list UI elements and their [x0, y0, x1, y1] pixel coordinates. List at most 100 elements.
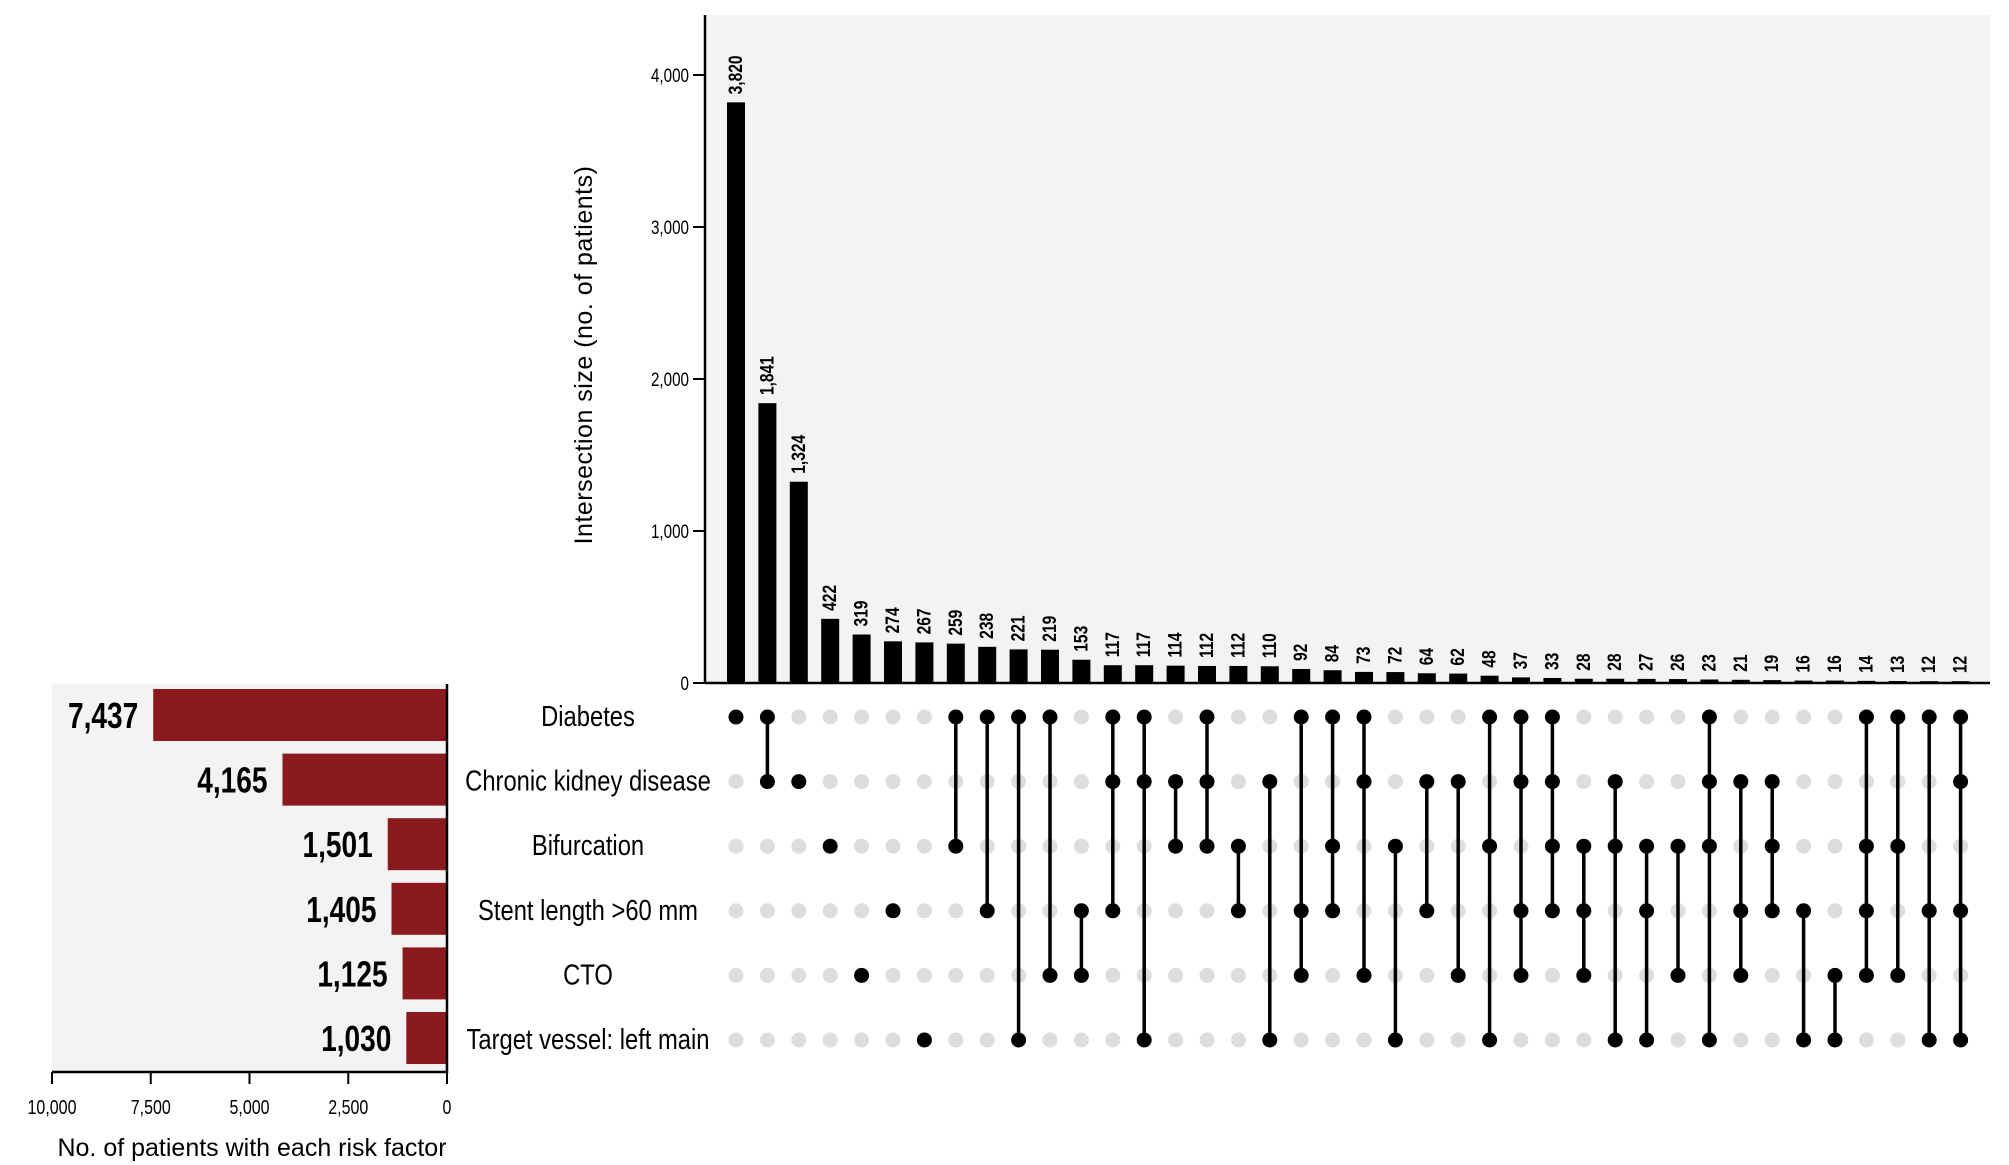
- intersection-bar: [1669, 679, 1687, 683]
- matrix-dot-inactive: [822, 774, 838, 790]
- intersection-bar: [1700, 679, 1719, 683]
- matrix-dot-inactive: [1733, 709, 1749, 725]
- matrix-dot-inactive: [1670, 1032, 1686, 1048]
- matrix-column: [1701, 709, 1717, 1048]
- matrix-dot-active: [1011, 1032, 1027, 1048]
- matrix-dot-inactive: [916, 903, 932, 919]
- matrix-column: [1890, 709, 1906, 1048]
- intersection-bar-label: 28: [1572, 653, 1594, 671]
- matrix-dot-inactive: [1670, 709, 1686, 725]
- matrix-column: [1168, 709, 1184, 1048]
- intersection-y-axis-label: Intersection size (no. of patients): [570, 166, 598, 545]
- matrix-dot-active: [1293, 903, 1309, 919]
- intersection-bar: [1417, 673, 1436, 683]
- intersection-y-axis: 0 1,000 2,000 3,000 4,000: [651, 15, 1990, 694]
- matrix-dot-inactive: [1073, 838, 1089, 854]
- matrix-column: [1513, 709, 1529, 1048]
- matrix-dot-active: [1576, 903, 1592, 919]
- matrix-dot-active: [1199, 774, 1215, 790]
- matrix-dot-inactive: [759, 903, 775, 919]
- matrix-dot-active: [1325, 903, 1341, 919]
- matrix-dot-inactive: [854, 1032, 870, 1048]
- matrix-dot-active: [1136, 709, 1152, 725]
- matrix-dot-active: [1890, 838, 1906, 854]
- matrix-column: [1796, 709, 1812, 1048]
- matrix-dot-active: [1419, 903, 1435, 919]
- matrix-dot-active: [1796, 903, 1812, 919]
- matrix-column: [1921, 709, 1937, 1048]
- intersection-bar: [727, 102, 745, 684]
- intersection-bar-label: 114: [1164, 632, 1186, 657]
- intersection-bar: [1041, 649, 1059, 683]
- matrix-dot-inactive: [728, 838, 744, 854]
- intersection-bar: [1260, 666, 1279, 683]
- matrix-dot-active: [1544, 903, 1560, 919]
- matrix-dot-active: [1890, 709, 1906, 725]
- matrix-dot-inactive: [916, 709, 932, 725]
- matrix-dot-inactive: [1827, 838, 1843, 854]
- matrix-dot-active: [1230, 838, 1246, 854]
- intersection-bar: [1355, 671, 1373, 683]
- matrix-dot-inactive: [1168, 903, 1184, 919]
- intersection-bar: [1103, 665, 1122, 683]
- intersection-bar: [978, 646, 997, 683]
- matrix-dot-inactive: [1073, 1032, 1089, 1048]
- matrix-column: [854, 709, 870, 1048]
- intersection-bar-label: 72: [1384, 647, 1406, 664]
- intersection-bar-label: 1,841: [756, 356, 778, 395]
- intersection-bar-label: 26: [1667, 653, 1689, 671]
- matrix-dot-active: [1168, 774, 1184, 790]
- intersection-bar: [1009, 649, 1028, 683]
- intersection-bar-label: 37: [1510, 652, 1532, 669]
- matrix-column: [1011, 709, 1027, 1048]
- matrix-dot-active: [1482, 1032, 1498, 1048]
- intersection-bar: [1543, 677, 1562, 683]
- x-tick-label: 7,500: [131, 1096, 171, 1118]
- matrix-dot-inactive: [791, 838, 807, 854]
- matrix-dot-inactive: [948, 967, 964, 983]
- matrix-dot-inactive: [1639, 774, 1655, 790]
- matrix-dot-active: [1953, 903, 1969, 919]
- intersection-bar-label: 422: [819, 585, 841, 611]
- matrix-dot-inactive: [854, 774, 870, 790]
- matrix-dot-active: [1953, 774, 1969, 790]
- matrix-dot-active: [1576, 838, 1592, 854]
- set-size-label: 1,405: [306, 889, 376, 929]
- intersection-bars: [727, 102, 1970, 684]
- matrix-column: [759, 709, 775, 1048]
- matrix-column: [1042, 709, 1058, 1048]
- matrix-dot-inactive: [1858, 1032, 1874, 1048]
- matrix-dot-active: [1262, 1032, 1278, 1048]
- matrix-dot-active: [979, 903, 995, 919]
- matrix-dot-active: [1670, 838, 1686, 854]
- set-size-label: 1,125: [317, 954, 387, 994]
- intersection-bar: [1731, 679, 1750, 683]
- matrix-dot-inactive: [1576, 1032, 1592, 1048]
- matrix-dot-inactive: [791, 903, 807, 919]
- matrix-dot-active: [916, 1032, 932, 1048]
- matrix-dot-inactive: [1199, 903, 1215, 919]
- set-labels: Diabetes Chronic kidney disease Bifurcatio…: [465, 700, 711, 1056]
- intersection-bar: [821, 618, 840, 683]
- intersection-bar-label: 92: [1290, 644, 1312, 661]
- matrix-dot-inactive: [1325, 1032, 1341, 1048]
- matrix-column: [1670, 709, 1686, 1048]
- matrix-dot-active: [1293, 709, 1309, 725]
- matrix-dot-active: [1230, 903, 1246, 919]
- intersection-bar: [1135, 665, 1154, 683]
- set-label: Stent length >60 mm: [478, 894, 698, 927]
- matrix-dot-active: [1764, 903, 1780, 919]
- matrix-column: [1450, 709, 1466, 1048]
- matrix-column: [1136, 709, 1152, 1048]
- intersection-bar-label: 27: [1635, 654, 1657, 671]
- x-tick-label: 0: [443, 1096, 452, 1118]
- y-tick-label: 1,000: [651, 520, 689, 542]
- matrix-dot-inactive: [1262, 709, 1278, 725]
- x-tick-label: 5,000: [229, 1096, 269, 1118]
- matrix-dot-inactive: [1827, 774, 1843, 790]
- intersection-bar: [1449, 673, 1468, 683]
- matrix-dot-inactive: [1639, 709, 1655, 725]
- matrix-dot-active: [1136, 774, 1152, 790]
- matrix-dot-inactive: [759, 838, 775, 854]
- intersection-bar: [1072, 659, 1091, 683]
